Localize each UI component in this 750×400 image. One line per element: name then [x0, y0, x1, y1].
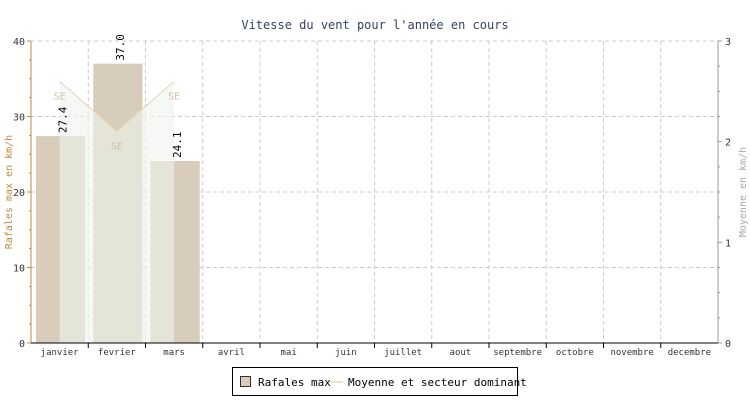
y2-tick-label: 2	[725, 138, 731, 149]
x-tick-label: decembre	[668, 348, 711, 358]
y-axis-label: Rafales max en km/h	[4, 135, 15, 249]
y-tick-label: 0	[19, 339, 25, 350]
x-tick-label: fevrier	[98, 348, 137, 358]
x-tick-label: juillet	[384, 348, 422, 358]
bar-value-label: 24.1	[171, 132, 184, 159]
legend-label-line: Moyenne et secteur dominant	[348, 376, 527, 389]
x-tick-label: mai	[280, 348, 296, 358]
x-tick-label: novembre	[610, 348, 653, 358]
bar-value-label: 27.4	[57, 106, 70, 133]
x-tick-label: octobre	[556, 348, 594, 358]
sector-label: SE	[54, 91, 66, 102]
y-tick-label: 30	[13, 113, 25, 124]
chart-title: Vitesse du vent pour l'année en cours	[241, 18, 508, 32]
average-line	[59, 80, 175, 133]
y2-tick-label: 1	[725, 238, 731, 249]
sector-label: SE	[111, 142, 123, 153]
x-tick-label: aout	[450, 348, 472, 358]
x-tick-label: mars	[163, 348, 185, 358]
x-tick-label: juin	[335, 348, 357, 358]
y2-tick-label: 0	[725, 339, 731, 350]
bar-value-label: 37.0	[114, 34, 127, 61]
legend	[232, 367, 518, 396]
y-tick-label: 20	[13, 188, 25, 199]
y-tick-label: 40	[13, 37, 25, 48]
average-area	[59, 81, 175, 344]
legend-label-bar: Rafales max	[258, 376, 331, 389]
legend-swatch-bar	[240, 376, 251, 387]
y-tick-label: 10	[13, 264, 25, 275]
y2-tick-label: 3	[725, 37, 731, 48]
y2-axis-label: Moyenne en km/h	[738, 147, 749, 237]
x-tick-label: janvier	[41, 348, 80, 358]
sector-label: SE	[168, 91, 180, 102]
x-tick-label: septembre	[493, 348, 542, 358]
x-tick-label: avril	[218, 348, 245, 358]
